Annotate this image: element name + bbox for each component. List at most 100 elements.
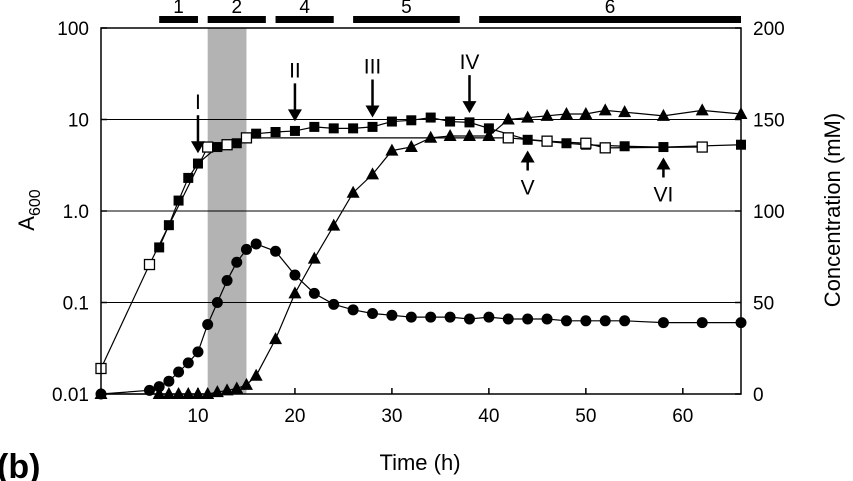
data-point-circle bbox=[240, 243, 252, 255]
data-point-circle bbox=[308, 287, 320, 299]
data-point-circle bbox=[599, 315, 611, 327]
data-point-square-filled bbox=[328, 123, 339, 134]
data-point-square-filled bbox=[445, 116, 456, 127]
data-point-square-filled bbox=[522, 134, 533, 145]
data-point-triangle bbox=[220, 383, 234, 396]
data-point-square-filled bbox=[425, 112, 436, 123]
data-point-triangle bbox=[424, 130, 438, 143]
data-point-circle bbox=[202, 318, 214, 330]
phase-bar bbox=[353, 16, 460, 23]
data-point-triangle bbox=[443, 128, 457, 141]
data-point-triangle bbox=[152, 387, 166, 399]
annotation-arrowhead bbox=[656, 157, 671, 170]
data-point-triangle bbox=[201, 387, 215, 399]
data-point-square-filled bbox=[483, 123, 494, 134]
data-point-circle bbox=[483, 311, 495, 323]
data-point-square-open bbox=[599, 142, 611, 154]
data-point-triangle bbox=[695, 103, 709, 116]
data-point-triangle bbox=[482, 128, 496, 141]
data-point-square-filled bbox=[212, 142, 223, 153]
data-point-triangle bbox=[462, 128, 476, 141]
y-left-tick-label: 10 bbox=[68, 111, 89, 132]
annotation-arrowhead bbox=[287, 109, 302, 122]
data-point-circle bbox=[347, 304, 359, 316]
data-point-circle bbox=[502, 313, 514, 325]
data-point-square-filled bbox=[658, 142, 669, 153]
grid-layer bbox=[101, 27, 741, 395]
data-point-circle bbox=[182, 357, 194, 369]
series-line-square-open bbox=[100, 137, 703, 369]
phase-bar bbox=[159, 16, 198, 23]
data-point-circle bbox=[153, 381, 165, 393]
data-point-circle bbox=[221, 275, 233, 287]
data-point-triangle bbox=[288, 286, 302, 299]
data-point-circle bbox=[425, 311, 437, 323]
data-point-circle bbox=[289, 269, 301, 281]
y-right-tick-label: 0 bbox=[753, 385, 764, 406]
data-point-triangle bbox=[656, 108, 670, 121]
y-left-tick-label: 1.0 bbox=[63, 202, 89, 223]
data-point-circle bbox=[560, 315, 572, 327]
y-right-tick-label: 100 bbox=[753, 202, 785, 223]
series-line-circle-filled bbox=[100, 243, 741, 395]
data-point-square-open bbox=[580, 137, 592, 149]
data-point-square-filled bbox=[619, 141, 630, 152]
phase-bar bbox=[207, 16, 266, 23]
data-point-triangle bbox=[521, 110, 535, 123]
data-point-triangle bbox=[307, 251, 321, 264]
data-point-triangle bbox=[579, 107, 593, 120]
data-point-circle bbox=[463, 313, 475, 325]
phase-label: 5 bbox=[401, 0, 412, 18]
x-tick-label: 30 bbox=[381, 406, 402, 427]
data-point-triangle bbox=[618, 105, 632, 118]
data-point-circle bbox=[386, 309, 398, 321]
data-point-triangle bbox=[404, 139, 418, 152]
data-point-square-filled bbox=[183, 172, 194, 183]
data-point-circle bbox=[444, 311, 456, 323]
data-point-circle bbox=[522, 313, 534, 325]
data-point-square-open bbox=[143, 258, 156, 271]
y-right-tick-label: 50 bbox=[753, 294, 774, 315]
phase-bar bbox=[275, 16, 334, 23]
data-point-circle bbox=[541, 313, 553, 325]
annotation-label: VI bbox=[654, 184, 674, 207]
phase-bar bbox=[479, 16, 741, 23]
y-right-tick-label: 150 bbox=[753, 111, 785, 132]
annotation-arrowhead bbox=[365, 105, 380, 118]
annotation-arrowhead bbox=[462, 101, 477, 114]
y-left-axis-title-main: A bbox=[14, 216, 39, 231]
data-point-square-open bbox=[502, 132, 514, 144]
data-point-circle bbox=[696, 317, 708, 329]
y-left-axis-title: A600 bbox=[14, 189, 44, 230]
data-point-circle bbox=[173, 366, 185, 378]
y-left-tick-label: 0.1 bbox=[63, 294, 89, 315]
data-point-triangle bbox=[230, 381, 244, 394]
data-point-circle bbox=[580, 315, 592, 327]
annotation-label: III bbox=[364, 55, 382, 78]
y-left-axis-title-sub: 600 bbox=[27, 189, 44, 216]
data-point-triangle bbox=[327, 218, 341, 231]
data-point-triangle bbox=[269, 332, 283, 345]
data-point-circle bbox=[143, 384, 155, 396]
data-point-square-filled bbox=[163, 220, 174, 231]
data-point-circle bbox=[231, 256, 243, 268]
data-point-circle bbox=[367, 307, 379, 319]
data-point-triangle bbox=[181, 387, 195, 399]
annotation-label: IV bbox=[460, 51, 480, 74]
data-point-square-filled bbox=[251, 128, 262, 139]
data-point-square-filled bbox=[173, 195, 184, 206]
x-tick-label: 40 bbox=[478, 406, 499, 427]
data-point-square-filled bbox=[406, 115, 417, 126]
x-tick-label: 60 bbox=[672, 406, 693, 427]
data-point-triangle bbox=[346, 185, 360, 198]
data-point-circle bbox=[250, 238, 262, 250]
y-left-tick-label: 0.01 bbox=[52, 385, 89, 406]
data-point-triangle bbox=[598, 103, 612, 116]
phase-label: 1 bbox=[173, 0, 184, 18]
y-right-tick-label: 200 bbox=[753, 19, 785, 40]
annotation-label: II bbox=[289, 59, 301, 82]
x-tick-label: 10 bbox=[187, 406, 208, 427]
data-point-square-open bbox=[240, 132, 253, 144]
data-point-square-open bbox=[202, 141, 214, 153]
